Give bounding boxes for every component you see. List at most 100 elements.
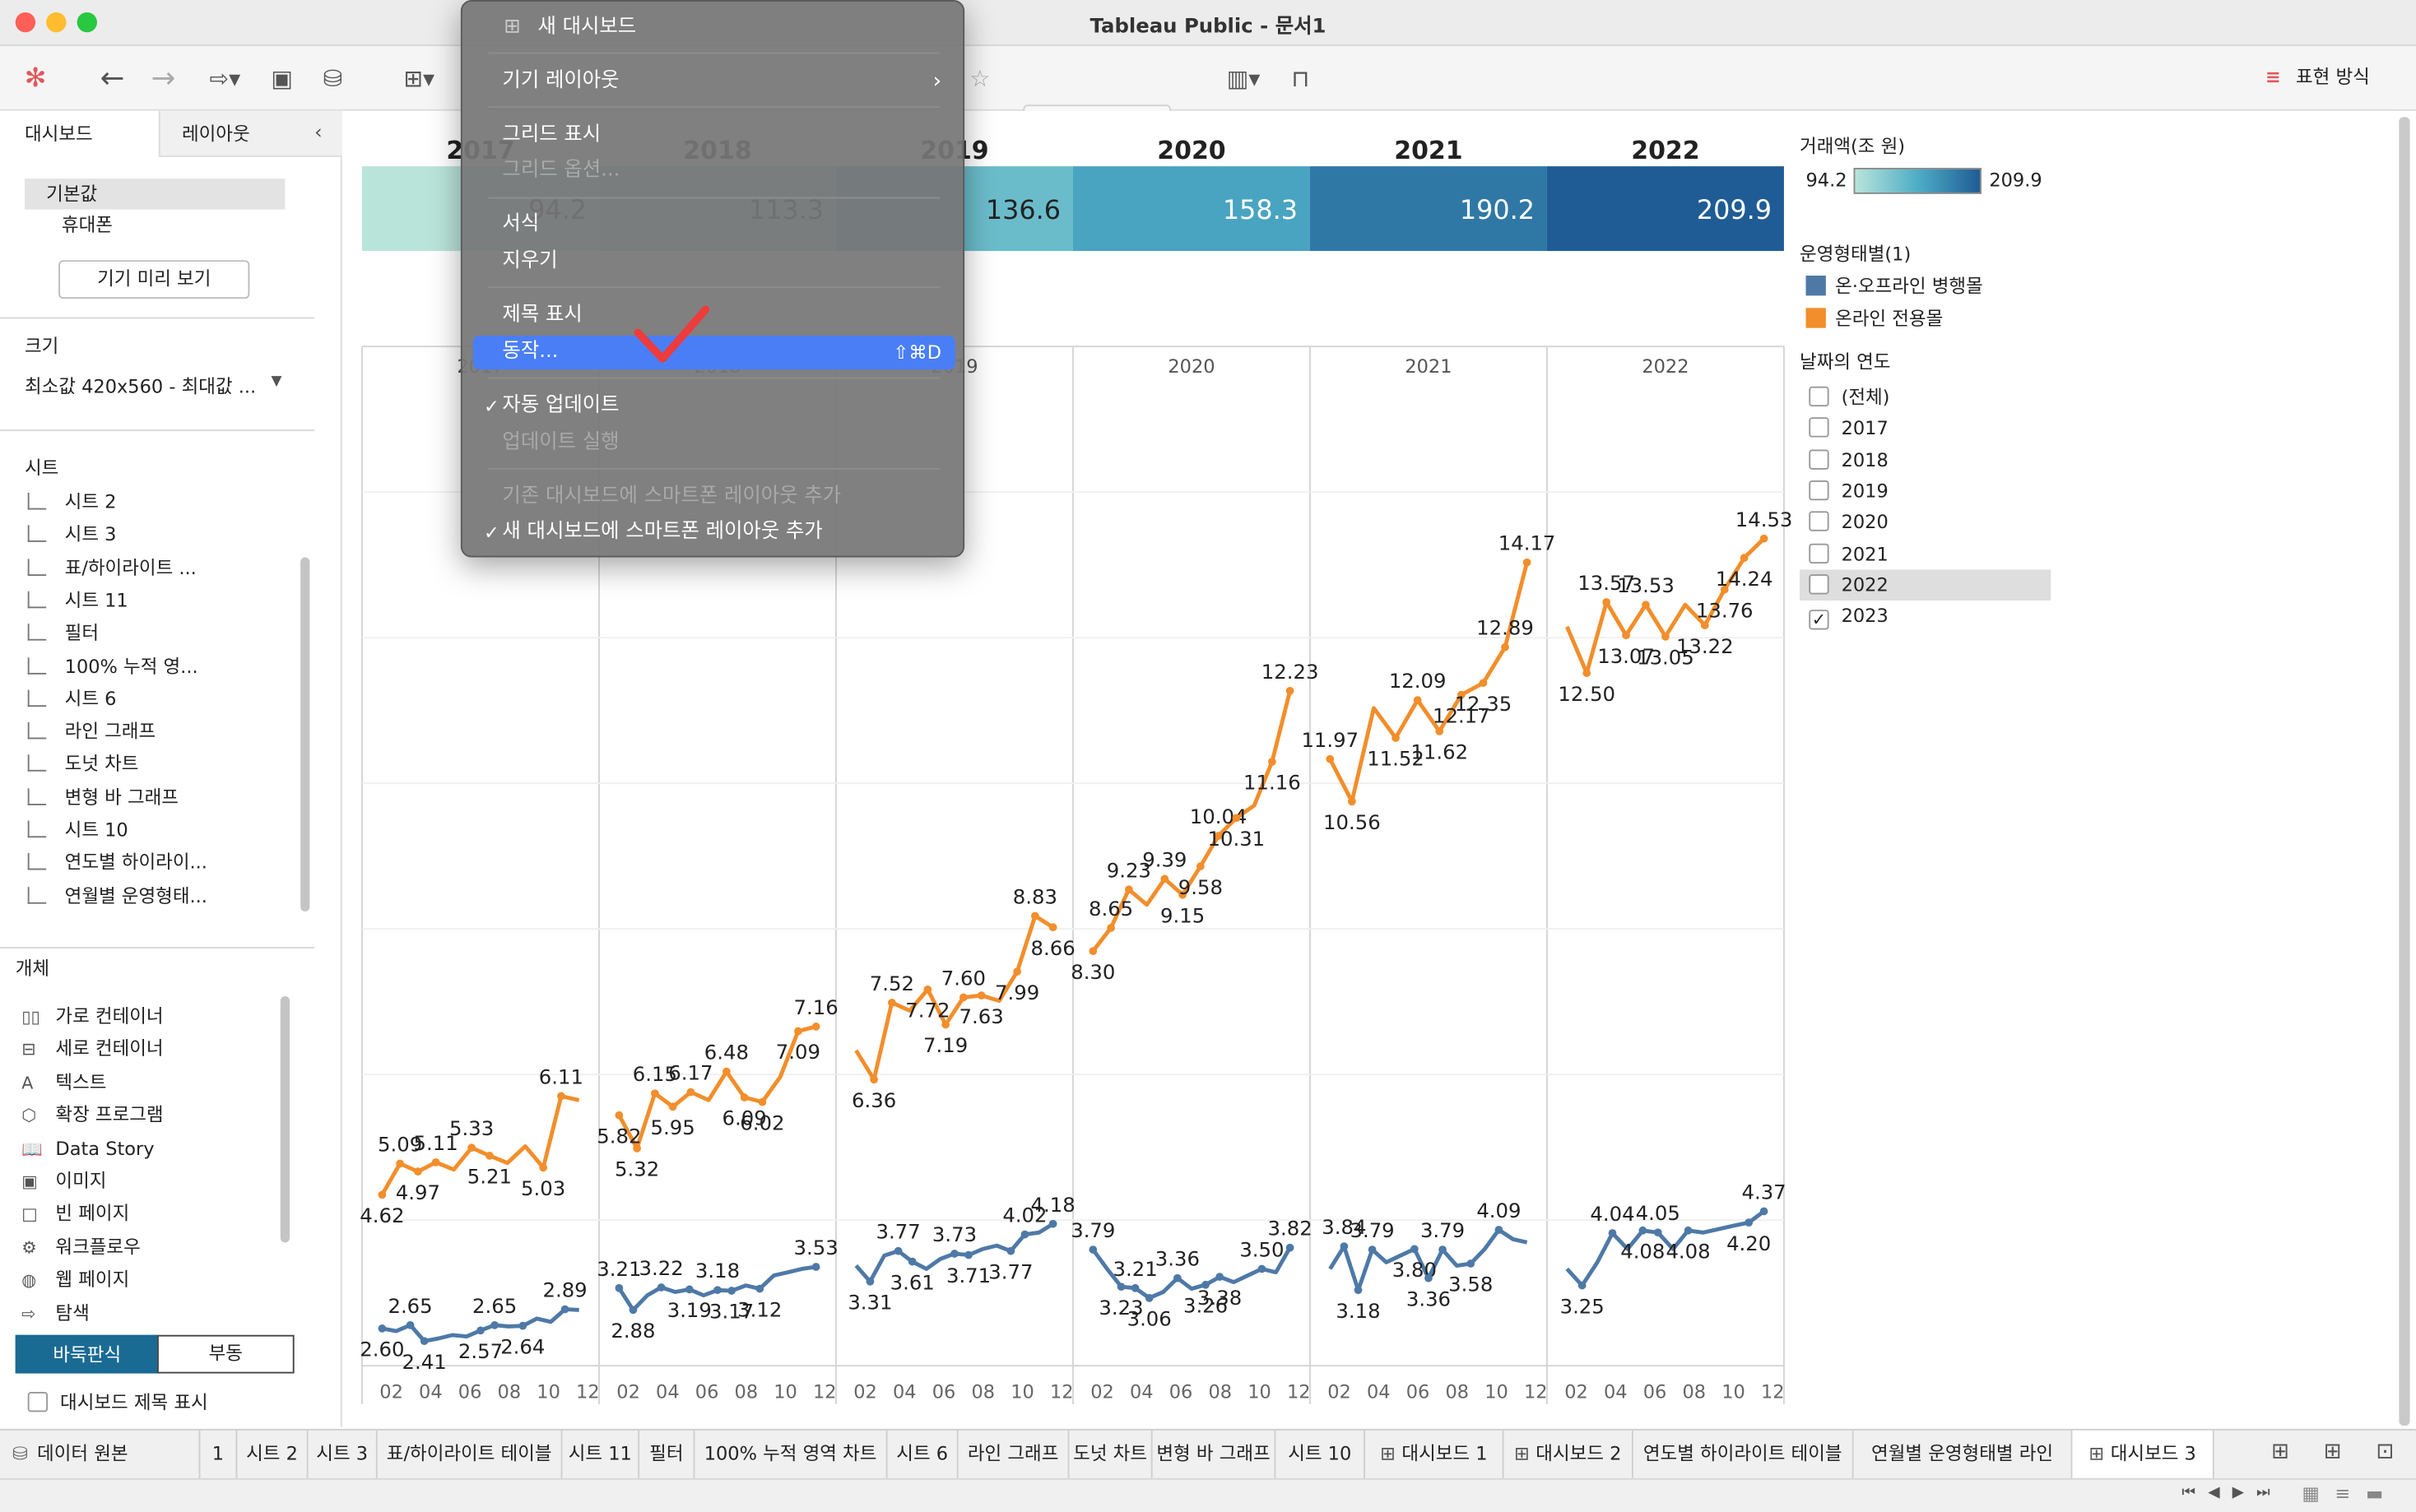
data-point[interactable] [518, 1321, 527, 1330]
presentation-icon[interactable]: ⊓ [1291, 64, 1310, 93]
data-point[interactable] [1438, 1245, 1447, 1254]
back-icon[interactable]: ← [100, 61, 125, 96]
menu-item[interactable]: 제목 표시 [473, 299, 955, 332]
data-point[interactable] [1501, 642, 1509, 652]
show-dashboard-title-checkbox[interactable]: 대시보드 제목 표시 [27, 1389, 208, 1415]
data-point[interactable] [486, 1151, 494, 1160]
data-point[interactable] [950, 1250, 959, 1258]
object-item[interactable]: ⬡ 확장 프로그램 [21, 1100, 163, 1132]
data-point[interactable] [1759, 1207, 1768, 1216]
chevron-down-icon[interactable]: ▼ [271, 373, 282, 390]
tab-layout[interactable]: 레이아웃 [158, 110, 342, 157]
new-story-icon[interactable]: ⊡ [2376, 1440, 2395, 1464]
checkbox-icon[interactable] [1809, 573, 1829, 595]
menu-item[interactable]: ✓ 새 대시보드에 스마트폰 레이아웃 추가 [473, 516, 955, 550]
data-point[interactable] [615, 1111, 624, 1120]
data-point[interactable] [1257, 1264, 1266, 1273]
object-item[interactable]: A 텍스트 [21, 1067, 106, 1099]
data-point[interactable] [378, 1190, 387, 1199]
series-line[interactable] [854, 914, 1054, 1082]
new-datasource-icon[interactable]: ⛁ [323, 64, 343, 93]
data-point[interactable] [685, 1285, 694, 1294]
menu-item[interactable]: 그리드 표시 [473, 118, 955, 152]
data-point[interactable] [557, 1092, 565, 1101]
sheet-list-item[interactable]: 시트 10 [27, 814, 128, 846]
data-point[interactable] [1326, 754, 1335, 763]
data-point[interactable] [1700, 621, 1709, 630]
sheet-tab[interactable]: 연도별 하이라이트 테이블 [1633, 1430, 1854, 1480]
sheet-navigation-icon[interactable]: ⏮◀▶⏭ [2181, 1484, 2283, 1501]
sheet-tab[interactable]: 라인 그래프 [959, 1430, 1070, 1480]
sheet-list-item[interactable]: 시트 3 [27, 519, 116, 551]
data-point[interactable] [1006, 1246, 1015, 1255]
data-point[interactable] [1160, 874, 1169, 884]
data-point[interactable] [1285, 686, 1294, 695]
device-default[interactable]: 기본값 [24, 179, 286, 210]
year-filter-option[interactable]: 2017 [1800, 413, 2051, 443]
data-point[interactable] [1642, 601, 1650, 610]
pin-icon[interactable]: ☆ [969, 64, 991, 93]
object-item[interactable]: ⇨ 탐색 [21, 1297, 90, 1329]
data-point[interactable] [633, 1144, 641, 1153]
data-point[interactable] [420, 1337, 429, 1346]
data-point[interactable] [490, 1321, 499, 1329]
device-preview-button[interactable]: 기기 미리 보기 [58, 260, 250, 299]
data-point[interactable] [1107, 924, 1115, 932]
data-point[interactable] [1457, 690, 1466, 699]
data-point[interactable] [378, 1324, 387, 1333]
data-point[interactable] [657, 1283, 666, 1292]
new-dashboard-icon[interactable]: ⊞ [2323, 1440, 2342, 1464]
data-point[interactable] [668, 1102, 677, 1111]
heatmap-cell[interactable] [1546, 166, 1784, 252]
data-point[interactable] [1424, 1273, 1433, 1282]
data-point[interactable] [722, 1067, 731, 1076]
sheet-list-item[interactable]: 연월별 운영형태... [27, 880, 207, 912]
data-point[interactable] [1348, 797, 1356, 806]
sheet-tab[interactable]: 연월별 운영형태별 라인 [1854, 1430, 2073, 1480]
data-point[interactable] [758, 1097, 767, 1106]
data-point[interactable] [1178, 890, 1187, 899]
data-point[interactable] [1684, 1226, 1693, 1235]
redirect-icon[interactable]: ⇨▾ [209, 64, 241, 93]
menu-item[interactable]: 지우기 [473, 245, 955, 279]
checkbox-icon[interactable] [1809, 417, 1829, 438]
data-point[interactable] [1267, 758, 1276, 766]
sheet-tab[interactable]: 100% 누적 영역 차트 [695, 1430, 888, 1480]
sheet-list-item[interactable]: 도넛 차트 [27, 749, 138, 781]
data-point[interactable] [908, 1257, 917, 1266]
close-window-icon[interactable] [15, 12, 36, 33]
object-item[interactable]: 📖 Data Story [21, 1133, 154, 1165]
series-line[interactable] [1091, 1246, 1292, 1301]
data-point[interactable] [1215, 1273, 1224, 1281]
data-point[interactable] [1048, 923, 1057, 932]
series-line[interactable] [1565, 1209, 1766, 1288]
data-point[interactable] [431, 1158, 440, 1166]
collapse-panel-icon[interactable]: ‹ [314, 121, 323, 145]
data-point[interactable] [1117, 1282, 1126, 1292]
data-point[interactable] [1522, 558, 1531, 567]
data-point[interactable] [727, 1287, 736, 1295]
data-point[interactable] [1048, 1219, 1057, 1228]
data-point[interactable] [1661, 632, 1670, 641]
year-filter-option[interactable]: 2018 [1800, 444, 2051, 475]
forward-icon[interactable]: → [151, 61, 176, 96]
data-point[interactable] [977, 991, 986, 999]
data-point[interactable] [870, 1075, 878, 1084]
menu-item[interactable]: ⊞ 새 대시보드 [473, 11, 955, 44]
data-point[interactable] [467, 1143, 476, 1153]
object-item[interactable]: ▯▯ 가로 컨테이너 [21, 1001, 163, 1033]
sheet-list-scrollbar[interactable] [300, 557, 310, 912]
menu-item[interactable]: 동작... ⇧⌘D [472, 336, 955, 370]
data-point[interactable] [539, 1163, 548, 1172]
data-point[interactable] [1622, 631, 1630, 640]
sheet-list-item[interactable]: 변형 바 그래프 [27, 782, 179, 814]
data-point[interactable] [1089, 947, 1098, 956]
data-point[interactable] [1720, 585, 1729, 594]
object-item[interactable]: ⚙ 워크플로우 [21, 1231, 141, 1264]
data-point[interactable] [1020, 1230, 1029, 1239]
view-mode-icon[interactable]: ▦≡▬ [2302, 1482, 2399, 1505]
tiled-button[interactable]: 바둑판식 [15, 1334, 159, 1374]
data-point[interactable] [1131, 1283, 1140, 1292]
data-point[interactable] [964, 1250, 973, 1259]
menu-item[interactable]: 기기 레이아웃 › [473, 65, 955, 99]
